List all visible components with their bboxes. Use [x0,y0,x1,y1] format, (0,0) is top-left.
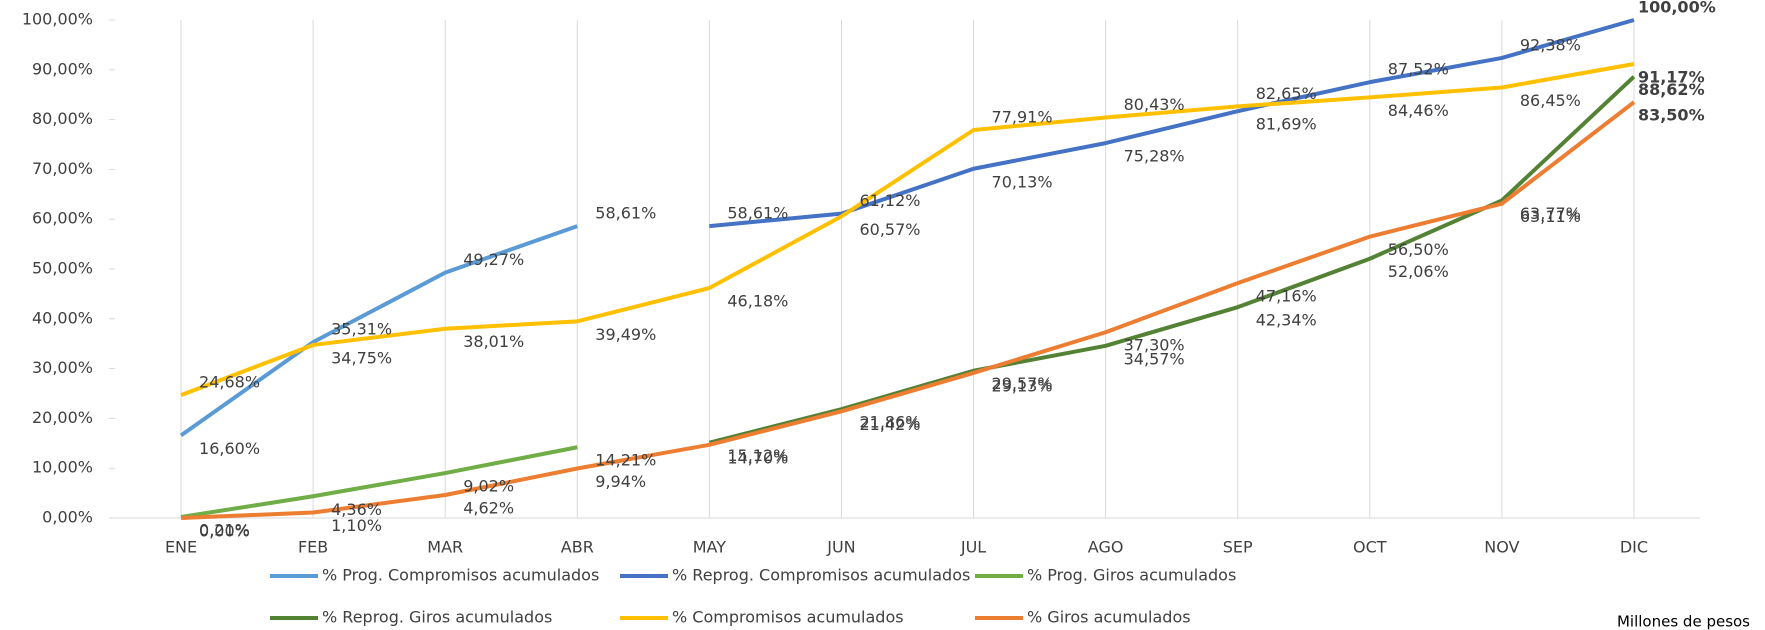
data-label: 4,36% [331,500,382,519]
data-label: 15,12% [727,446,788,465]
series-line [180,445,578,519]
data-label: 88,62% [1638,80,1705,99]
x-tick-label: SEP [1223,538,1253,557]
x-tick-label: DIC [1620,538,1648,557]
annotation: Millones de pesos [1617,613,1750,630]
series-line [180,62,1635,397]
data-label: 0,21% [199,520,250,539]
y-tick-label: 90,00% [32,59,93,78]
data-label: 61,12% [859,191,920,210]
legend-label: % Reprog. Compromisos acumulados [672,566,970,585]
legend-label: % Reprog. Giros acumulados [322,608,552,627]
x-tick-label: ABR [561,538,594,557]
x-tick-label: OCT [1353,538,1387,557]
data-label: 80,43% [1124,95,1185,114]
data-label: 21,42% [859,415,920,434]
x-tick-label: JUN [826,538,855,557]
data-label: 63,11% [1520,207,1581,226]
x-tick-label: JUL [960,538,986,557]
data-label: 9,94% [595,472,646,491]
x-tick-label: FEB [298,538,328,557]
data-label: 35,31% [331,320,392,339]
data-label: 52,06% [1388,262,1449,281]
data-label: 34,57% [1124,349,1185,368]
data-label: 60,57% [859,220,920,239]
legend-label: % Giros acumulados [1027,608,1191,627]
legend-label: % Compromisos acumulados [672,608,904,627]
y-tick-label: 40,00% [32,308,93,327]
data-label: 14,21% [595,451,656,470]
data-label: 29,57% [992,374,1053,393]
data-label: 24,68% [199,373,260,392]
data-label: 39,49% [595,325,656,344]
data-label: 29,13% [992,376,1053,395]
data-label: 9,02% [463,477,514,496]
x-tick-label: AGO [1088,538,1124,557]
data-label: 38,01% [463,332,524,351]
legend-label: % Prog. Giros acumulados [1027,566,1236,585]
data-label: 77,91% [992,108,1053,127]
data-label: 16,60% [199,439,260,458]
data-label: 56,50% [1388,240,1449,259]
data-label: 91,17% [1638,67,1705,86]
y-tick-label: 100,00% [22,10,93,29]
series-line [180,100,1636,520]
y-tick-label: 70,00% [32,159,93,178]
data-label: 37,30% [1124,336,1185,355]
data-label: 21,86% [859,413,920,432]
data-label: 49,27% [463,250,524,269]
data-label: 58,61% [595,204,656,223]
data-label: 58,61% [727,204,788,223]
y-tick-label: 30,00% [32,358,93,377]
x-tick-label: NOV [1484,538,1519,557]
data-label: 4,62% [463,498,514,517]
data-label: 81,69% [1256,115,1317,134]
data-label: 70,13% [992,172,1053,191]
series-line [708,75,1636,445]
data-label: 46,18% [727,292,788,311]
data-label: 83,50% [1638,106,1705,125]
data-label: 86,45% [1520,91,1581,110]
data-label: 63,77% [1520,204,1581,223]
data-label: 87,52% [1388,60,1449,79]
legend-label: % Prog. Compromisos acumulados [322,566,599,585]
data-label: 92,38% [1520,35,1581,54]
data-label: 1,10% [331,516,382,535]
y-tick-label: 60,00% [32,209,93,228]
y-tick-label: 0,00% [42,508,93,527]
data-label: 100,00% [1638,0,1716,17]
data-label: 75,28% [1124,147,1185,166]
data-label: 0,00% [199,522,250,541]
y-tick-label: 50,00% [32,259,93,278]
data-label: 34,75% [331,348,392,367]
series-line [179,224,578,437]
data-label: 14,70% [727,448,788,467]
data-label: 47,16% [1256,287,1317,306]
y-tick-label: 10,00% [32,458,93,477]
x-tick-label: MAY [693,538,727,557]
data-label: 84,46% [1388,101,1449,120]
x-tick-label: MAR [427,538,463,557]
data-label: 42,34% [1256,311,1317,330]
y-tick-label: 80,00% [32,109,93,128]
y-tick-label: 20,00% [32,408,93,427]
data-label: 82,65% [1256,84,1317,103]
x-tick-label: ENE [165,538,197,557]
series-line [709,18,1635,229]
